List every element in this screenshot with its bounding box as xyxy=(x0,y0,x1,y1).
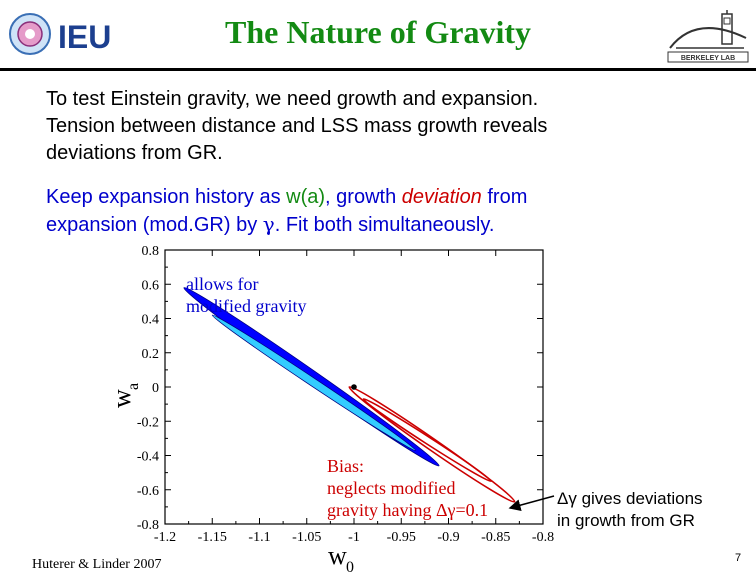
p2-l1-e: from xyxy=(481,186,528,208)
x-tick-label: -1.2 xyxy=(154,530,176,545)
x-axis-label-sub: 0 xyxy=(346,559,354,576)
paragraph1-line2: Tension between distance and LSS mass gr… xyxy=(46,115,548,137)
x-tick-label: -0.85 xyxy=(481,530,510,545)
annotation-top-line1: allows for xyxy=(186,274,258,294)
ieu-logo: IEU xyxy=(9,13,111,55)
annotation-bias: Bias: neglects modified gravity having Δ… xyxy=(327,456,488,520)
y-tick-label: -0.8 xyxy=(137,518,159,533)
ticks-layer: -1.2 -1.15 -1.1 -1.05 -1 -0.95 -0.9 -0.85 -0.8 -0… xyxy=(137,244,554,545)
x-tick-label: -1.05 xyxy=(292,530,321,545)
fiducial-point xyxy=(351,384,357,390)
annotation-modified-gravity: allows for modified gravity xyxy=(186,274,306,316)
contours-layer xyxy=(183,287,516,503)
y-tick-label: -0.4 xyxy=(137,450,159,465)
contour-4 xyxy=(362,398,492,483)
p2-l1-c: , growth xyxy=(325,186,402,208)
paragraph2-line1: Keep expansion history as w(a), growth d… xyxy=(46,184,527,211)
slide-title: The Nature of Gravity xyxy=(224,14,532,50)
y-tick-label: 0.6 xyxy=(142,278,160,293)
paragraph1-line1: To test Einstein gravity, we need growth… xyxy=(46,88,539,110)
contour-2 xyxy=(211,314,416,451)
p2-deviation-term: deviation xyxy=(401,186,482,208)
x-tick-label: -0.95 xyxy=(387,530,416,545)
y-axis-label: w xyxy=(107,389,136,408)
y-tick-label: 0.4 xyxy=(142,313,160,328)
annotation-bias-line3: gravity having Δγ=0.1 xyxy=(327,500,488,520)
p2-gamma-symbol: γ xyxy=(262,212,275,236)
w0-wa-constraint-plot: -1.2 -1.15 -1.1 -1.05 -1 -0.95 -0.9 -0.85 -0.8 -0… xyxy=(107,244,554,576)
y-tick-label: -0.6 xyxy=(137,484,159,499)
ieu-logo-text: IEU xyxy=(58,19,111,55)
x-tick-label: -1 xyxy=(348,530,360,545)
y-axis-label-sub: a xyxy=(125,383,142,390)
y-tick-label: -0.2 xyxy=(137,415,159,430)
citation-credit: Huterer & Linder 2007 xyxy=(32,557,162,572)
annotation-bias-line1: Bias: xyxy=(327,456,364,476)
title-divider xyxy=(0,68,756,71)
y-tick-label: 0.2 xyxy=(142,347,160,362)
x-axis-label: w xyxy=(328,541,347,570)
annotation-top-line2: modified gravity xyxy=(186,296,306,316)
paragraph2-line2: expansion (mod.GR) by γ. Fit both simult… xyxy=(46,211,527,239)
paragraph1-line3: deviations from GR. xyxy=(46,142,223,164)
annotation-bias-line2: neglects modified xyxy=(327,478,455,498)
p2-wa-term: w(a) xyxy=(286,186,326,208)
berkeley-lab-logo-text: BERKELEY LAB xyxy=(681,55,735,62)
side-note-line2: in growth from GR xyxy=(557,511,695,530)
axis-label-x: w 0 xyxy=(328,541,354,576)
x-tick-label: -1.1 xyxy=(248,530,270,545)
x-tick-label: -0.8 xyxy=(532,530,554,545)
paragraph-fit-both: Keep expansion history as w(a), growth d… xyxy=(46,184,527,239)
paragraph-growth-expansion: To test Einstein gravity, we need growth… xyxy=(46,86,547,167)
berkeley-lab-logo: BERKELEY LAB xyxy=(667,10,749,63)
x-tick-label: -1.15 xyxy=(198,530,227,545)
page-number: 7 xyxy=(735,552,742,564)
axis-label-y: w a xyxy=(107,383,142,408)
p2-l1-a: Keep expansion history as xyxy=(46,186,287,208)
side-note-delta-gamma: Δγ gives deviations in growth from GR xyxy=(557,488,703,532)
p2-l2-c: . Fit both simultaneously. xyxy=(274,214,495,236)
side-note-arrow xyxy=(508,495,555,512)
p2-l2-a: expansion (mod.GR) by xyxy=(46,214,263,236)
x-tick-label: -0.9 xyxy=(437,530,459,545)
y-tick-label: 0.8 xyxy=(142,244,160,259)
y-tick-label: 0 xyxy=(152,381,159,396)
side-note-line1: Δγ gives deviations xyxy=(557,489,703,508)
